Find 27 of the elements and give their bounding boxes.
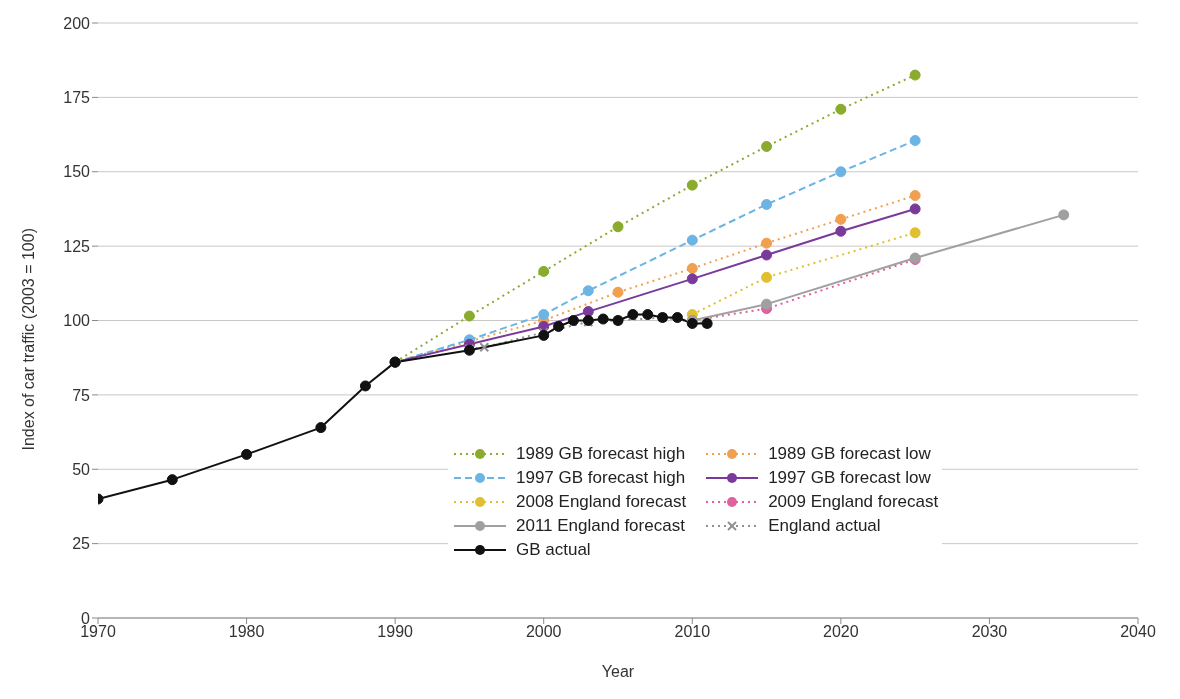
y-tick-label: 25 (72, 535, 91, 553)
y-tick-label: 175 (63, 89, 91, 107)
y-axis-title: Index of car traffic (2003 = 100) (19, 228, 37, 451)
legend-label: GB actual (516, 540, 591, 560)
y-tick-label: 125 (63, 237, 91, 255)
y-tick-label: 100 (63, 312, 91, 330)
legend-label: 1997 GB forecast low (768, 468, 931, 488)
x-tick-label: 2040 (1120, 623, 1156, 641)
x-tick-label: 2000 (525, 623, 562, 641)
x-tick-label: 2010 (674, 623, 711, 641)
x-tick-label: 1980 (228, 623, 265, 641)
legend-label: 1989 GB forecast high (516, 444, 686, 464)
legend-label: 1989 GB forecast low (768, 444, 931, 464)
y-tick-label: 150 (63, 163, 91, 181)
x-tick-label: 1970 (80, 623, 116, 641)
y-tick-label: 200 (63, 14, 91, 32)
legend-label: 2008 England forecast (516, 492, 687, 512)
legend-label: 2011 England forecast (516, 516, 685, 536)
x-tick-label: 1990 (377, 623, 414, 641)
y-tick-label: 75 (72, 386, 91, 404)
x-tick-label: 2020 (823, 623, 859, 641)
legend-label: England actual (768, 516, 881, 536)
legend-label: 2009 England forecast (768, 492, 939, 512)
x-axis-title: Year (601, 663, 635, 681)
legend-label: 1997 GB forecast high (516, 468, 686, 488)
y-tick-label: 50 (72, 460, 91, 478)
x-tick-label: 2030 (971, 623, 1008, 641)
